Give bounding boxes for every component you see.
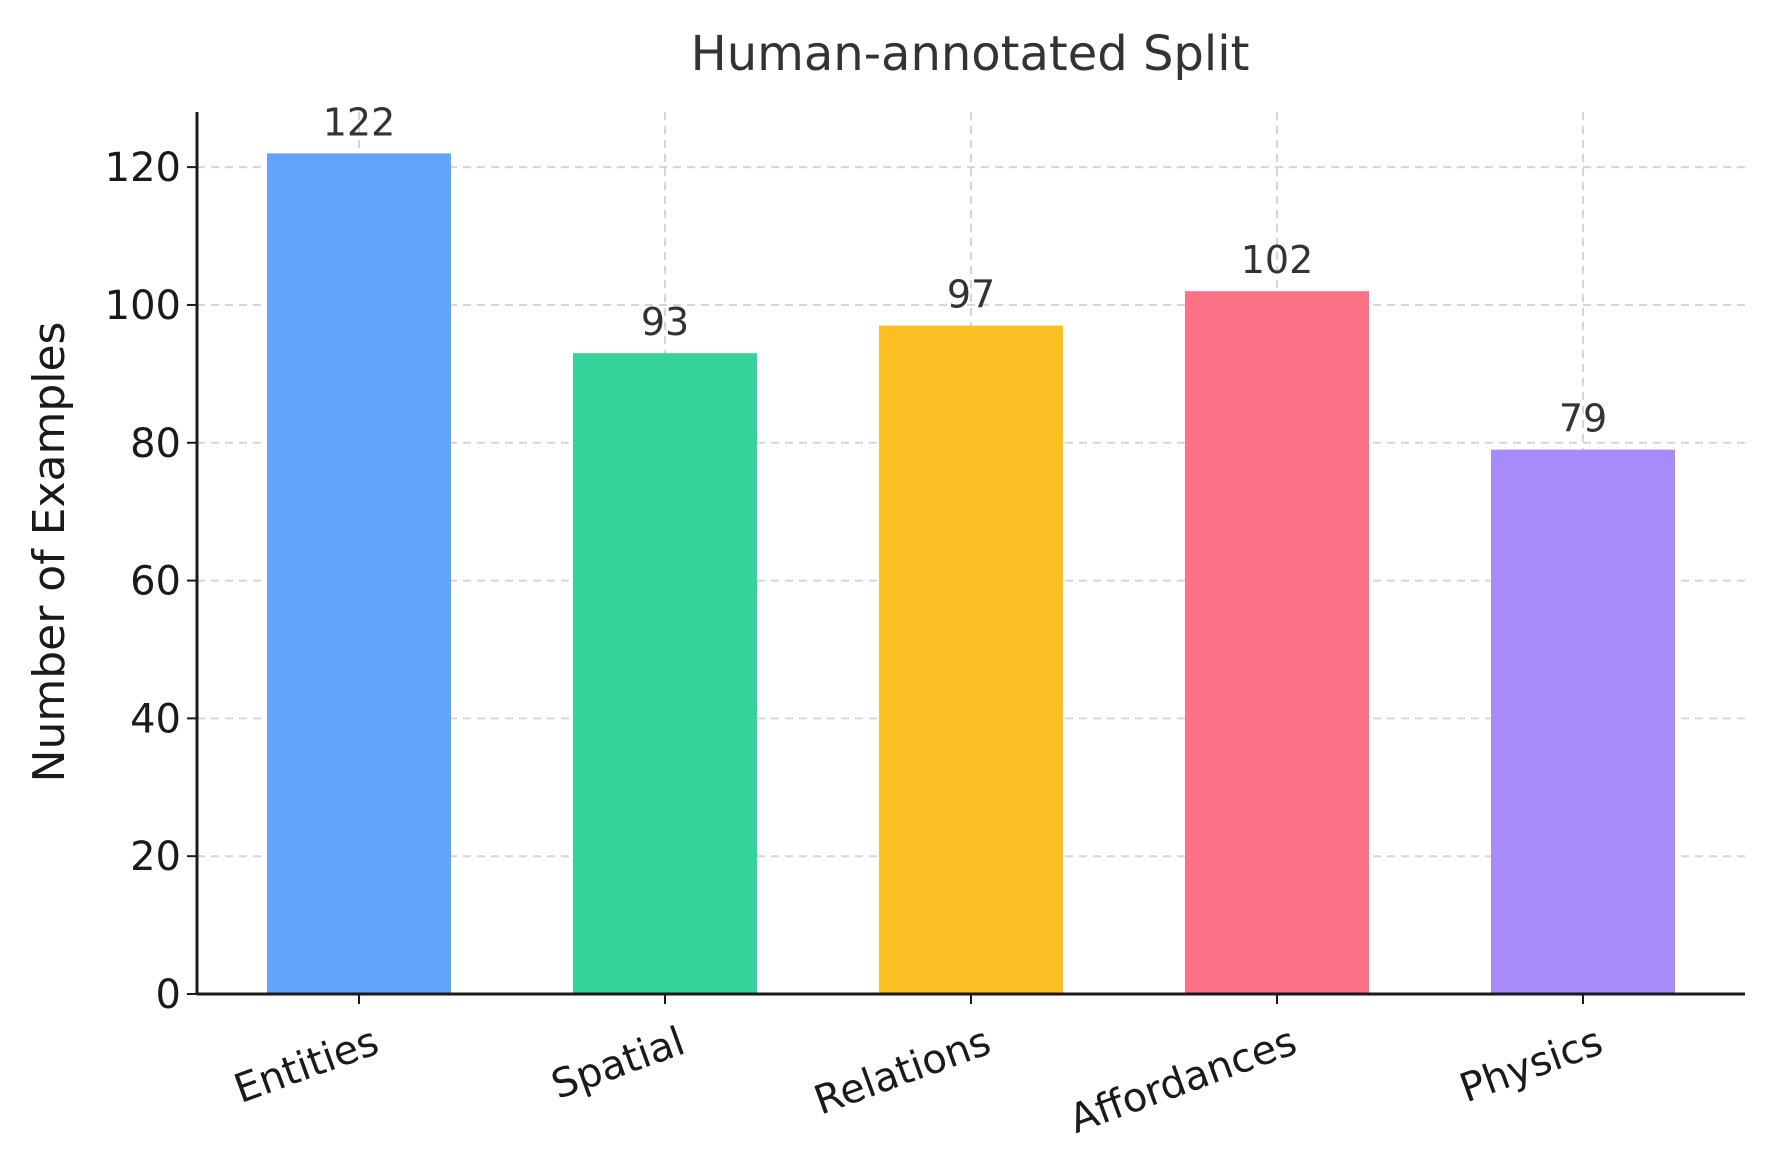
bar-spatial (573, 353, 757, 994)
bar-relations (879, 325, 1063, 994)
x-tick-label-spatial: Spatial (546, 1018, 691, 1108)
x-tick-label-relations: Relations (808, 1018, 996, 1124)
bar-entities (267, 153, 451, 994)
data-label-relations: 97 (947, 273, 995, 317)
x-axis-ticks: Entities Spatial Relations Affordances Physi… (228, 994, 1609, 1143)
x-tick-label-physics: Physics (1454, 1018, 1609, 1112)
data-label-spatial: 93 (641, 300, 689, 344)
y-tick-label: 60 (130, 559, 181, 605)
y-tick-label: 80 (130, 421, 181, 467)
y-axis-ticks: 0 20 40 60 80 100 120 (105, 145, 197, 1018)
y-axis-label: Number of Examples (24, 322, 75, 783)
y-tick-label: 40 (130, 696, 181, 742)
bar-physics (1491, 449, 1675, 994)
y-tick-label: 120 (105, 145, 181, 191)
chart-title: Human-annotated Split (691, 26, 1250, 82)
bar-affordances (1185, 291, 1369, 994)
data-label-affordances: 102 (1241, 238, 1314, 282)
data-label-entities: 122 (323, 100, 396, 144)
y-tick-label: 100 (105, 283, 181, 329)
y-tick-label: 20 (130, 834, 181, 880)
bars (267, 153, 1675, 994)
x-tick-label-affordances: Affordances (1063, 1018, 1302, 1143)
data-label-physics: 79 (1559, 397, 1607, 441)
y-tick-label: 0 (156, 972, 181, 1018)
data-labels: 122 93 97 102 79 (323, 100, 1607, 440)
x-tick-label-entities: Entities (228, 1018, 384, 1112)
